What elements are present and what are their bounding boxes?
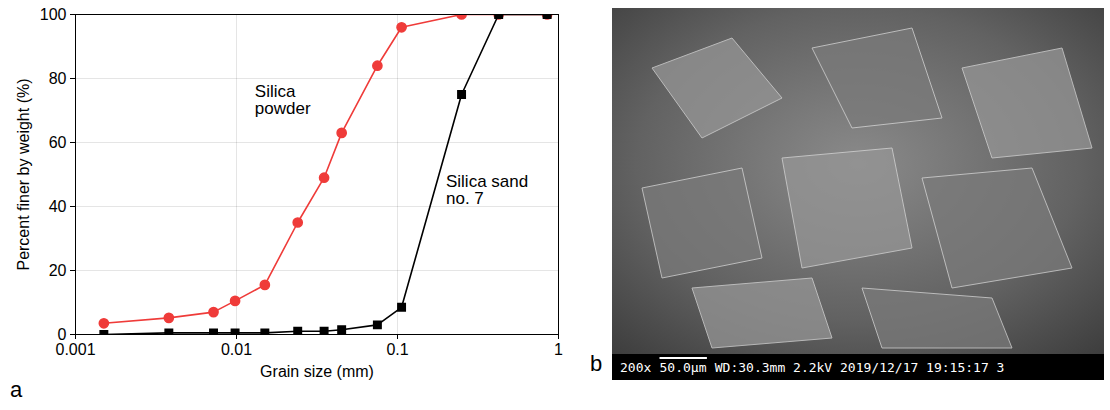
svg-text:0.01: 0.01 [221,341,252,358]
html-text:b: b [590,351,603,376]
svg-text:20: 20 [49,262,67,279]
svg-text:1: 1 [554,341,563,358]
svg-text:80: 80 [49,70,67,87]
svg-text:0.1: 0.1 [386,341,408,358]
svg-text:100: 100 [40,6,67,23]
svg-text:Silica sandno. 7: Silica sandno. 7 [446,172,528,208]
svg-text:Percent finer by weight (%): Percent finer by weight (%) [15,78,32,270]
svg-text:50.0μm: 50.0μm [660,360,707,375]
svg-text:Silicapowder: Silicapowder [255,82,311,118]
svg-text:40: 40 [49,198,67,215]
svg-text:Grain size (mm): Grain size (mm) [260,363,374,380]
svg-text:60: 60 [49,134,67,151]
svg-text:200x: 200x [620,360,651,375]
svg-text:0.001: 0.001 [55,341,95,358]
svg-text:0: 0 [57,325,67,343]
html-text:a: a [10,377,23,402]
svg-text:WD:30.3mm 2.2kV 2019/12/17 19:: WD:30.3mm 2.2kV 2019/12/17 19:15:17 3 [715,360,1005,375]
